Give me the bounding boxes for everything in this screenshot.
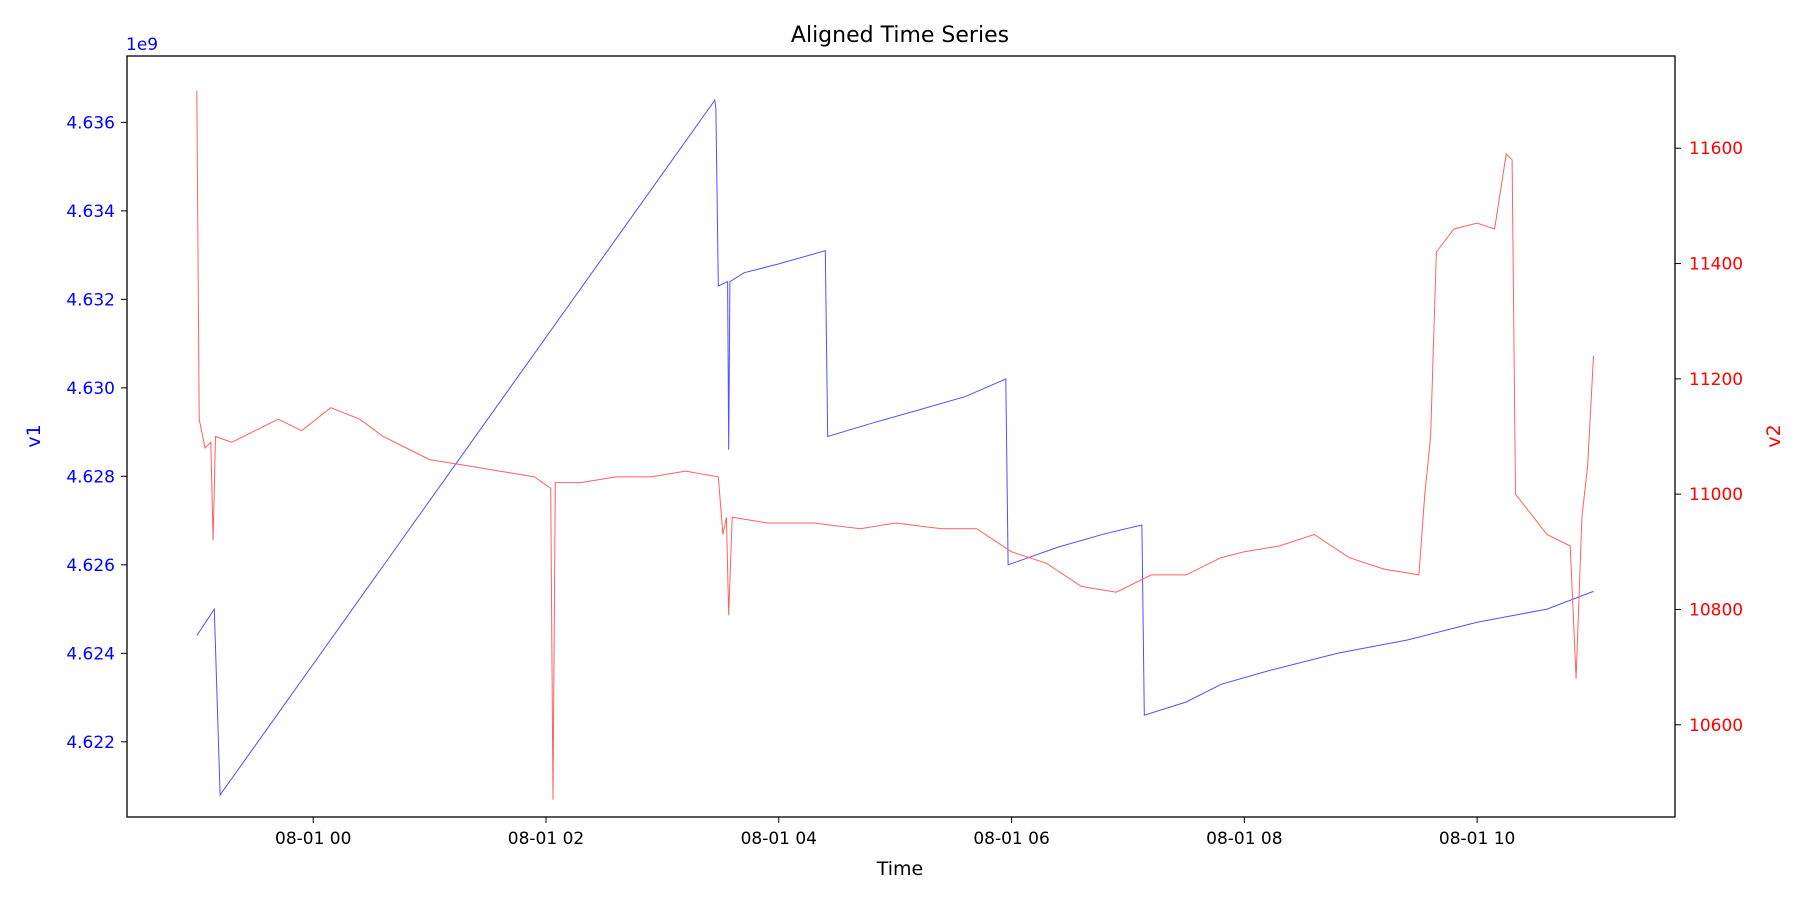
series-line-v1 (196, 98, 1594, 797)
left-tick-label: 4.630 (66, 379, 115, 399)
left-tick-label: 4.634 (66, 202, 115, 222)
right-tick-label: 11000 (1689, 485, 1743, 505)
left-tick-label: 4.626 (66, 556, 115, 576)
left-axis-label: v1 (23, 424, 45, 447)
right-axis-ticks: 10600 10800 11000 11200 11400 11600 (1675, 139, 1743, 736)
x-tick-label: 08-01 08 (1206, 829, 1282, 849)
x-tick-label: 08-01 02 (508, 829, 584, 849)
left-tick-label: 4.624 (66, 644, 115, 664)
right-tick-label: 11200 (1689, 370, 1743, 390)
left-tick-label: 4.632 (66, 290, 115, 310)
x-tick-label: 08-01 04 (741, 829, 817, 849)
left-tick-label: 4.636 (66, 113, 115, 133)
x-axis-ticks: 08-01 00 08-01 02 08-01 04 08-01 06 08-01 08… (275, 817, 1515, 849)
left-axis-ticks: 4.622 4.624 4.626 4.628 4.630 4.632 4.634 4.636 (66, 113, 127, 753)
x-tick-label: 08-01 10 (1439, 829, 1515, 849)
right-tick-label: 11400 (1689, 255, 1743, 275)
x-axis-label: Time (876, 858, 924, 880)
plot-frame (126, 55, 1676, 818)
right-axis-label: v2 (1763, 424, 1785, 447)
right-tick-label: 11600 (1689, 139, 1743, 159)
left-tick-label: 4.628 (66, 467, 115, 487)
x-tick-label: 08-01 00 (275, 829, 351, 849)
left-axis-offset-label: 1e9 (126, 35, 158, 55)
x-tick-label: 08-01 06 (973, 829, 1049, 849)
left-tick-label: 4.622 (66, 733, 115, 753)
series-line-v2 (196, 90, 1594, 800)
right-tick-label: 10600 (1689, 716, 1743, 736)
chart-title: Aligned Time Series (791, 23, 1009, 48)
plot-lines (196, 90, 1594, 800)
right-tick-label: 10800 (1689, 600, 1743, 620)
